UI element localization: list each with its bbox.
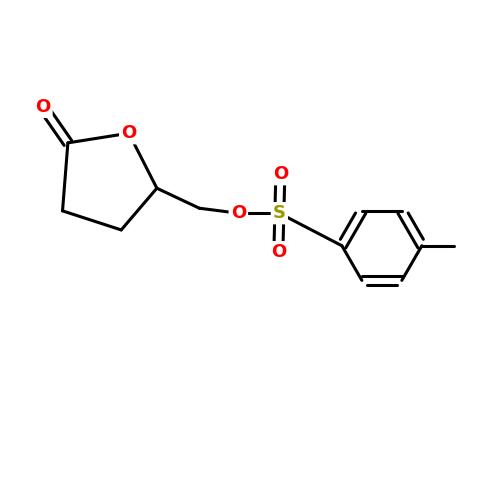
Text: O: O [272,165,288,183]
Text: O: O [121,124,136,142]
Text: S: S [273,204,286,222]
Text: O: O [36,98,51,116]
Text: O: O [230,204,246,222]
Text: O: O [270,243,286,261]
